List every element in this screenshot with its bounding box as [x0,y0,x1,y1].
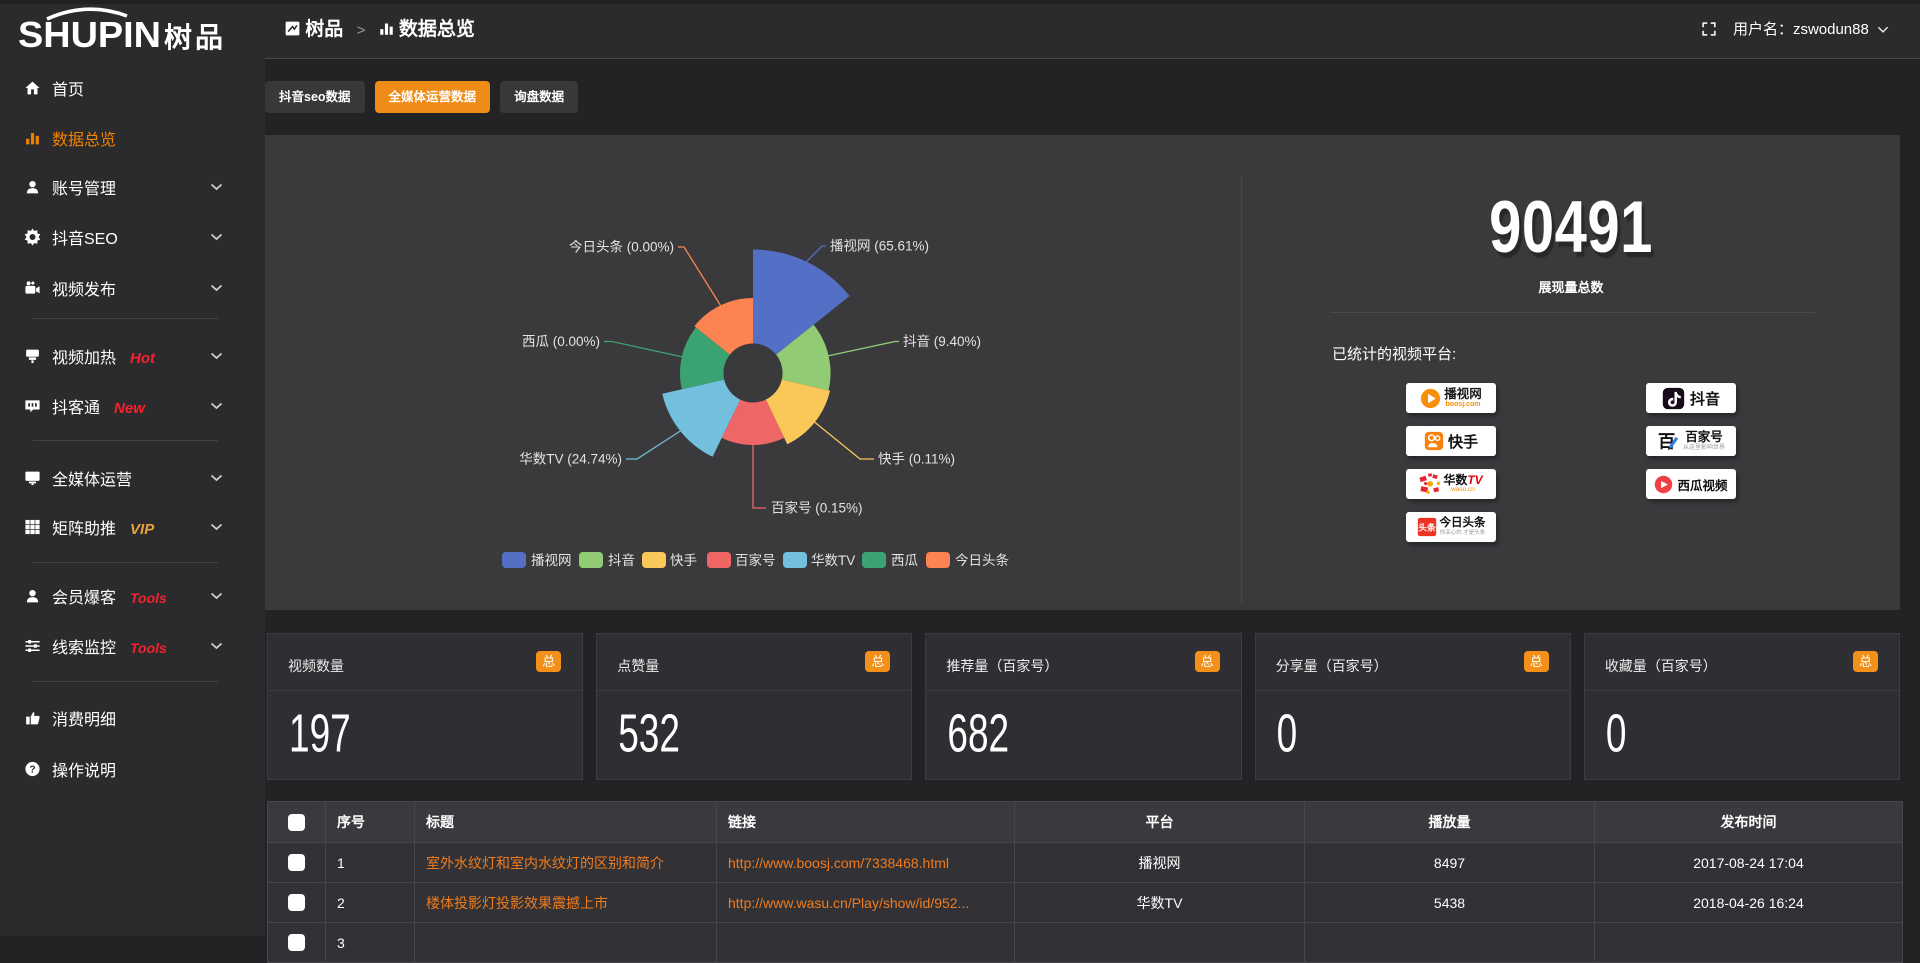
svg-text:抖音: 抖音 [608,552,635,568]
svg-text:播视网 (65.61%): 播视网 (65.61%) [830,239,929,254]
svg-text:华数TV: 华数TV [811,553,855,568]
svg-text:百家号 (0.15%): 百家号 (0.15%) [771,500,863,516]
svg-text:西瓜: 西瓜 [891,553,919,568]
svg-text:百家号: 百家号 [735,552,776,568]
svg-text:?: ? [29,765,35,776]
svg-text:SHUPIN: SHUPIN [18,14,161,52]
svg-text:西瓜 (0.00%): 西瓜 (0.00%) [522,334,600,349]
svg-text:快手: 快手 [670,553,697,568]
svg-text:华数TV (24.74%): 华数TV (24.74%) [519,452,622,467]
svg-text:头条: 头条 [1418,521,1436,532]
svg-text:抖音 (9.40%): 抖音 (9.40%) [903,333,981,349]
svg-text:快手 (0.11%): 快手 (0.11%) [878,452,955,467]
svg-text:今日头条 (0.00%): 今日头条 (0.00%) [569,239,674,255]
svg-text:播视网: 播视网 [531,553,572,568]
svg-text:树品: 树品 [164,22,226,52]
svg-text:今日头条: 今日头条 [955,552,1009,568]
